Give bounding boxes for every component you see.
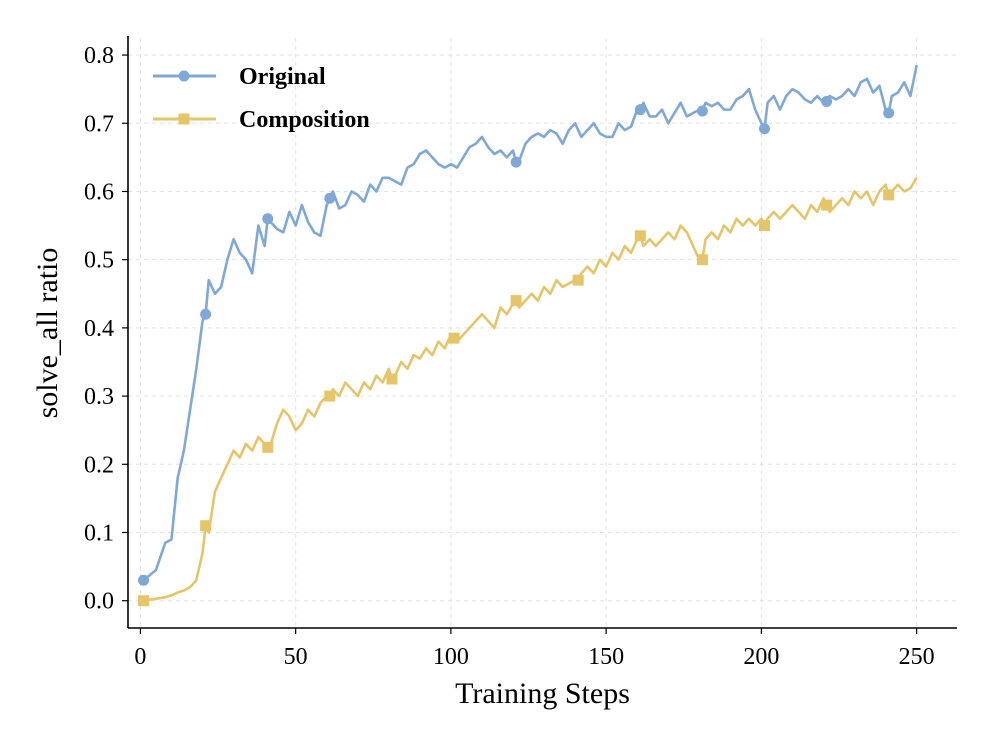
data-point [262,213,274,225]
series-layer [138,65,918,607]
legend: Original Composition [153,64,370,133]
data-point [634,104,646,116]
series-original [138,65,918,586]
x-tick-label: 150 [588,644,624,670]
grid [128,38,957,628]
data-point [821,95,833,107]
legend-label-original: Original [239,64,326,90]
data-point [200,520,212,532]
y-tick-label: 0.6 [84,179,114,205]
x-axis-title: Training Steps [455,677,630,710]
axes: 0.0 0.1 0.2 0.3 0.4 0.5 0.6 0.7 0.8 0 50 100 150 200 2… [84,36,957,670]
legend-label-composition: Composition [239,107,370,133]
x-tick-label: 0 [134,644,146,670]
data-point [758,123,770,135]
data-point [510,295,522,307]
data-point [200,308,212,320]
y-tick-label: 0.4 [84,316,114,342]
data-point [386,373,398,385]
data-point [448,332,460,344]
data-point [138,595,150,607]
y-tick-label: 0.8 [84,43,114,69]
y-tick-label: 0.3 [84,384,114,410]
data-point [634,230,646,242]
x-tick-label: 250 [899,644,935,670]
data-point [324,390,336,402]
data-point [883,107,895,119]
y-tick-label: 0.0 [84,589,114,615]
data-point [262,441,274,453]
data-point [758,220,770,232]
legend-marker-composition [178,113,190,125]
series-line-original [142,65,918,582]
series-composition [138,177,918,607]
data-point [138,574,150,586]
legend-marker-original [178,70,190,82]
y-tick-label: 0.2 [84,452,114,478]
data-point [572,274,584,286]
data-point [696,105,708,117]
data-point [324,192,336,204]
x-tick-label: 100 [433,644,469,670]
series-line-composition [143,177,918,603]
data-point [510,156,522,168]
data-point [821,199,833,211]
y-tick-label: 0.1 [84,521,114,547]
data-point [883,189,895,201]
y-tick-label: 0.7 [84,111,114,137]
y-axis-title: solve_all ratio [31,248,64,419]
y-tick-label: 0.5 [84,248,114,274]
data-point [696,254,708,266]
x-tick-label: 200 [743,644,779,670]
x-tick-label: 50 [284,644,308,670]
